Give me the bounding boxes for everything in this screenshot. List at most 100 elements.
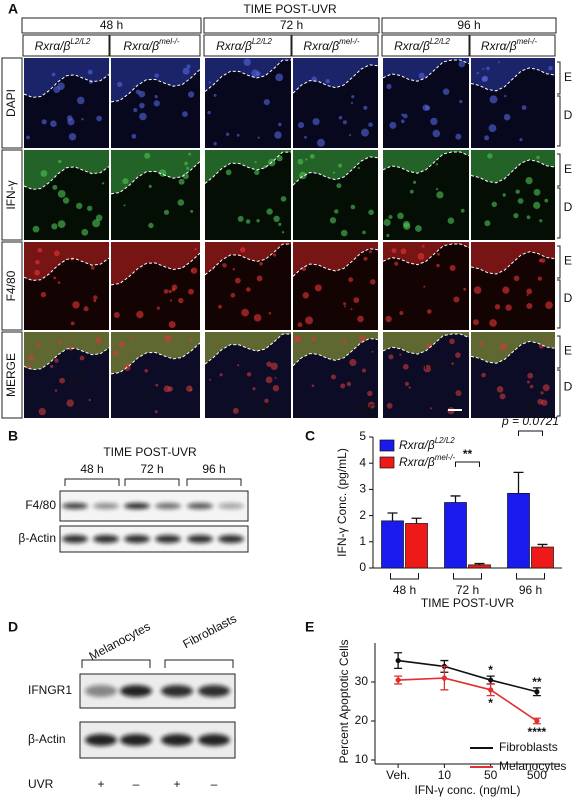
genotype-superscript: mel-/- (339, 37, 360, 46)
cell (51, 72, 56, 77)
cell (499, 343, 507, 351)
cell (363, 105, 368, 110)
epidermis (24, 242, 109, 281)
epidermis (205, 150, 291, 184)
cell (274, 131, 282, 139)
cell (304, 136, 307, 139)
cell (144, 152, 151, 159)
cell (427, 309, 432, 314)
legend-swatch (379, 439, 395, 452)
cell (37, 247, 43, 253)
x-tick-label: 50 (484, 768, 498, 782)
cell (539, 219, 543, 223)
dermal-boundary (470, 67, 556, 92)
dermal-boundary (470, 159, 556, 184)
panel-label: C (305, 428, 315, 444)
lane-bracket (64, 478, 120, 486)
cell (502, 193, 506, 197)
cell (54, 250, 60, 257)
dermal-boundary (204, 151, 292, 184)
cell (276, 155, 283, 162)
layer-label: E (564, 162, 572, 176)
cell (62, 197, 70, 204)
cell (526, 380, 530, 384)
cell (350, 101, 354, 104)
legend-label: Rxrα/βL2/L2 (399, 436, 455, 452)
epidermis (471, 58, 555, 91)
cell (336, 183, 342, 189)
cell (494, 304, 501, 310)
cell (425, 105, 431, 111)
layer-label: D (564, 291, 573, 305)
cell (133, 108, 138, 113)
cell (259, 261, 263, 266)
cell (455, 390, 462, 397)
cell (436, 188, 439, 191)
cell (314, 284, 322, 292)
cell (361, 128, 369, 137)
cell (481, 76, 488, 82)
band (124, 503, 150, 509)
genotype-label: Rxrα/βL2/L2 (35, 37, 91, 53)
cell (343, 302, 347, 306)
cell (334, 209, 339, 214)
dermal-boundary (382, 59, 470, 82)
cell (32, 225, 40, 233)
treatment-label: UVR (28, 777, 54, 791)
band (85, 685, 117, 697)
layer-label: D (564, 108, 573, 122)
cell (66, 399, 74, 407)
genotype-name: Rxrα/β (399, 455, 435, 469)
band (198, 685, 230, 697)
cell (447, 217, 455, 224)
cell (275, 73, 284, 82)
cell (404, 381, 409, 386)
protein-label: β-Actin (28, 732, 66, 746)
cell (338, 163, 343, 168)
genotype-label: Rxrα/βL2/L2 (216, 37, 272, 53)
cell (40, 170, 48, 177)
genotype-name: Rxrα/β (216, 39, 252, 53)
cell (136, 310, 144, 319)
layer-bracket (557, 187, 561, 239)
cell (400, 119, 405, 124)
genotype-label: Rxrα/βmel-/- (481, 37, 537, 53)
cell (415, 225, 422, 232)
epidermis (111, 332, 200, 374)
header-box (21, 17, 202, 34)
band (120, 685, 152, 697)
cell (38, 407, 46, 416)
cell (76, 202, 83, 210)
cell (544, 198, 549, 203)
cell (540, 258, 546, 263)
cell (385, 315, 392, 323)
cell (455, 133, 462, 140)
cell (139, 112, 147, 121)
x-axis-label: TIME POST-UVR (421, 596, 515, 610)
cell (340, 229, 348, 237)
cell (182, 67, 190, 75)
cell (486, 66, 490, 71)
cell (388, 215, 393, 219)
cell (526, 303, 533, 309)
genotype-superscript: mel-/- (517, 37, 538, 46)
hf-label: HF (257, 402, 273, 416)
layer-bracket (557, 153, 561, 187)
cell (117, 81, 123, 88)
cell (348, 134, 352, 137)
cell (362, 230, 366, 235)
hf-label: HF (522, 400, 538, 414)
cell (442, 88, 450, 95)
cell (113, 312, 120, 318)
cell (254, 161, 257, 164)
cell (241, 308, 250, 317)
cell (460, 208, 465, 213)
cell (240, 247, 246, 253)
cell (155, 383, 159, 387)
cell-type-label: Fibroblasts (180, 611, 238, 651)
y-tick-label: 10 (355, 752, 369, 766)
cell (545, 301, 553, 310)
genotype-box (203, 34, 292, 57)
cell (481, 372, 486, 378)
hf-label: HF (70, 372, 86, 386)
